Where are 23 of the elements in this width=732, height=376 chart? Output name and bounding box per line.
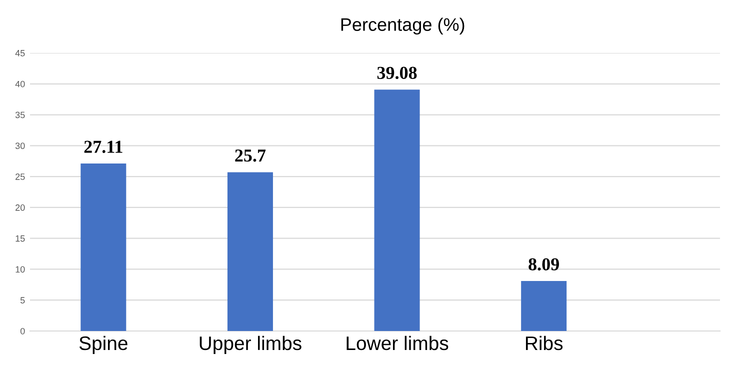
x-tick-label: Spine (79, 336, 128, 354)
y-tick-label: 20 (16, 204, 25, 211)
data-label: 8.09 (528, 258, 559, 270)
y-tick-label: 10 (16, 266, 25, 273)
y-tick-label: 40 (15, 80, 25, 88)
y-tick-label: 30 (15, 142, 25, 150)
data-label: 25.7 (235, 149, 266, 162)
y-tick-label: 35 (15, 112, 25, 118)
y-tick-label: 45 (15, 50, 25, 56)
data-label: 39.08 (377, 66, 417, 80)
data-label: 27.11 (84, 140, 122, 153)
chart-title: Percentage (%) (341, 18, 464, 35)
y-tick-label: 0 (20, 328, 25, 334)
bar (227, 172, 273, 331)
bar (521, 281, 567, 331)
bar (374, 90, 420, 331)
y-tick-label: 25 (16, 174, 25, 180)
y-tick-label: 15 (16, 235, 25, 242)
x-tick-label: Ribs (526, 336, 563, 350)
y-tick-label: 5 (20, 297, 25, 304)
x-tick-label: Upper limbs (200, 336, 302, 354)
bar (80, 164, 126, 331)
x-tick-label: Lower limbs (346, 336, 448, 350)
